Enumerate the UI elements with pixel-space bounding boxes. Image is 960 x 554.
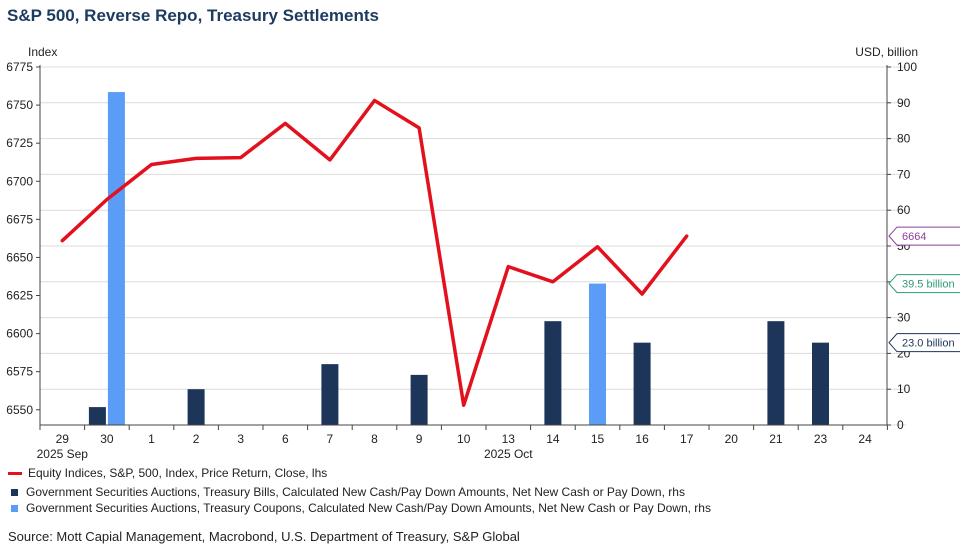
left-tick-label: 6775 <box>6 60 33 74</box>
legend-swatch-box <box>11 504 18 512</box>
x-tick-label: 1 <box>148 432 155 446</box>
x-tick-label: 29 <box>56 432 70 446</box>
end-label-box <box>888 274 960 294</box>
bar-treasury-bills <box>767 321 785 425</box>
x-group-label: 2025 Oct <box>484 447 533 461</box>
x-tick-label: 15 <box>591 432 605 446</box>
line-series <box>60 98 689 407</box>
x-tick-label: 6 <box>282 432 289 446</box>
x-tick-label: 3 <box>237 432 244 446</box>
left-tick-label: 6650 <box>6 250 33 264</box>
x-tick-label: 2 <box>193 432 200 446</box>
legend-label: Equity Indices, S&P, 500, Index, Price R… <box>28 466 328 480</box>
legend-label: Government Securities Auctions, Treasury… <box>26 501 711 515</box>
bar-marks <box>88 92 829 425</box>
x-tick-label: 23 <box>814 432 828 446</box>
end-label-text: 6664 <box>902 231 926 243</box>
end-label-text: 23.0 billion <box>902 338 955 350</box>
x-tick-label: 16 <box>635 432 649 446</box>
source-note: Source: Mott Capial Management, Macrobon… <box>8 529 520 544</box>
bar-treasury-coupons <box>589 283 606 425</box>
x-tick-label: 17 <box>680 432 694 446</box>
x-tick-label: 20 <box>725 432 739 446</box>
legend-swatch-line <box>8 471 22 475</box>
x-tick-label: 7 <box>327 432 334 446</box>
x-tick-label: 24 <box>858 432 872 446</box>
legend-item-treasury-bills: Government Securities Auctions, Treasury… <box>8 485 685 499</box>
left-tick-label: 6700 <box>6 174 33 188</box>
bar-treasury-bills <box>88 407 106 425</box>
left-axis-title: Index <box>28 45 57 59</box>
sp500-line <box>60 98 689 407</box>
x-tick-label: 14 <box>546 432 560 446</box>
right-tick-label: 100 <box>897 60 917 74</box>
left-tick-label: 6625 <box>6 289 33 303</box>
left-tick-label: 6550 <box>6 403 33 417</box>
x-tick-label: 8 <box>371 432 378 446</box>
left-tick-label: 6600 <box>6 327 33 341</box>
x-tick-label: 10 <box>457 432 471 446</box>
right-tick-label: 80 <box>897 132 911 146</box>
x-tick-label: 30 <box>100 432 114 446</box>
legend-label: Government Securities Auctions, Treasury… <box>26 485 685 499</box>
end-label-text: 39.5 billion <box>902 279 955 291</box>
right-tick-label: 0 <box>897 418 904 432</box>
bar-treasury-bills <box>321 364 339 425</box>
chart-title: S&P 500, Reverse Repo, Treasury Settleme… <box>7 6 379 25</box>
right-tick-label: 70 <box>897 167 911 181</box>
bar-treasury-bills <box>633 342 651 425</box>
left-tick-label: 6675 <box>6 212 33 226</box>
right-tick-label: 60 <box>897 203 911 217</box>
axes: Index USD, billion67756750672567006675665… <box>6 45 918 461</box>
right-axis-title: USD, billion <box>855 45 918 59</box>
legend-swatch-box <box>11 488 18 496</box>
left-tick-label: 6750 <box>6 98 33 112</box>
left-tick-label: 6575 <box>6 365 33 379</box>
x-group-label: 2025 Sep <box>37 447 89 461</box>
left-tick-label: 6725 <box>6 136 33 150</box>
bar-treasury-bills <box>410 374 428 425</box>
end-labels: 6664 39.5 billion 23.0 billion <box>888 226 960 353</box>
end-label-box <box>888 226 960 246</box>
bar-treasury-bills <box>187 389 205 425</box>
legend-item-sp500: Equity Indices, S&P, 500, Index, Price R… <box>8 466 327 480</box>
right-tick-label: 30 <box>897 311 911 325</box>
right-tick-label: 10 <box>897 382 911 396</box>
bar-treasury-bills <box>544 321 562 425</box>
x-tick-label: 9 <box>416 432 423 446</box>
x-tick-label: 13 <box>502 432 516 446</box>
right-tick-label: 90 <box>897 96 911 110</box>
bar-treasury-bills <box>812 342 829 425</box>
legend-item-treasury-coupons: Government Securities Auctions, Treasury… <box>8 501 711 515</box>
x-tick-label: 21 <box>769 432 783 446</box>
end-label-box <box>888 333 960 353</box>
bar-treasury-coupons <box>107 92 125 425</box>
